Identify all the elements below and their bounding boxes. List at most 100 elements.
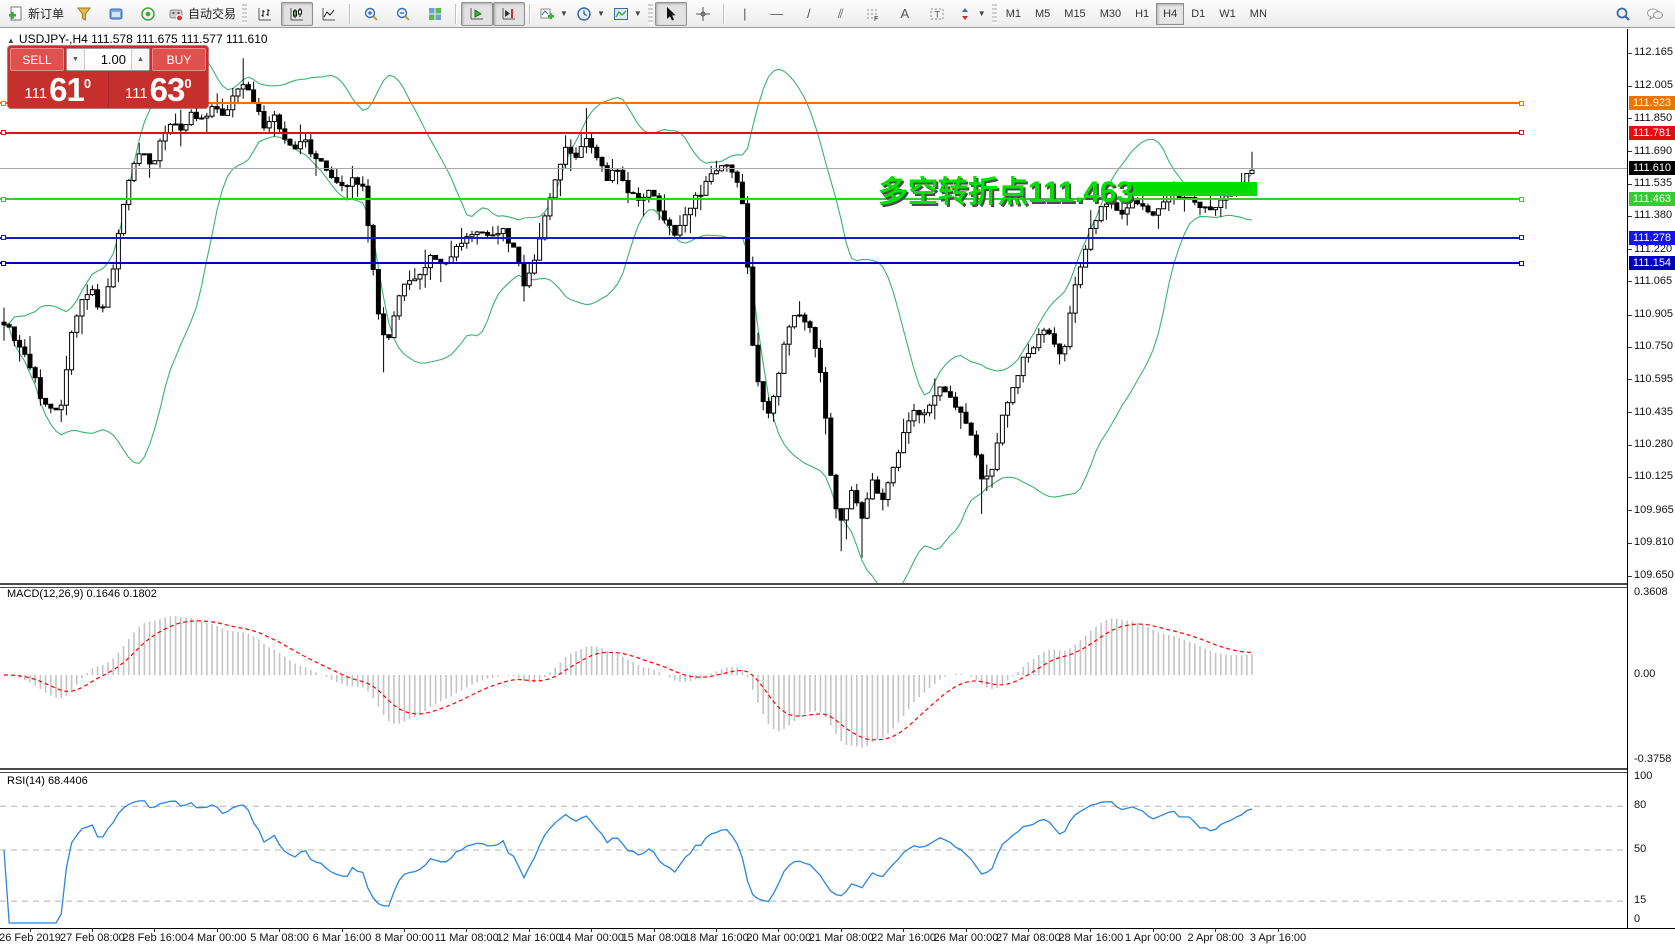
timeframe-button-d1[interactable]: D1: [1191, 7, 1206, 20]
text-label-button[interactable]: T: [921, 2, 953, 26]
chat-button[interactable]: [1639, 2, 1671, 26]
chart-shift-button[interactable]: [493, 1, 526, 26]
line-handle[interactable]: [1, 100, 6, 106]
support-zone-rectangle[interactable]: [1128, 182, 1257, 196]
crosshair-button[interactable]: [687, 2, 719, 26]
timeframe-button-w1[interactable]: W1: [1219, 7, 1236, 20]
tile-windows-button[interactable]: [419, 2, 451, 26]
sell-button[interactable]: SELL: [10, 48, 64, 71]
timeframe-button-h1[interactable]: H1: [1135, 7, 1150, 20]
price-tickmark: [1628, 216, 1632, 217]
arrows-button[interactable]: ▼: [953, 2, 990, 26]
periods-button[interactable]: ▼: [572, 2, 609, 26]
timeframe-button-h4[interactable]: H4: [1156, 2, 1185, 25]
buy-price-prefix: 111: [124, 85, 148, 102]
line-handle[interactable]: [1, 235, 6, 241]
volume-value[interactable]: 1.00: [84, 49, 132, 70]
price-tick-label: 109.650: [1634, 569, 1674, 582]
trendline-button[interactable]: /: [793, 2, 825, 26]
time-tickmark: [716, 928, 717, 932]
line-handle[interactable]: [1, 130, 6, 136]
line-handle[interactable]: [1519, 130, 1524, 136]
time-tickmark: [654, 928, 655, 932]
text-button[interactable]: A: [889, 2, 921, 26]
dropdown-caret: ▼: [633, 9, 642, 18]
volume-up-button[interactable]: ▲: [132, 49, 149, 70]
horizontal-level-line[interactable]: [0, 262, 1519, 265]
time-tick-label: 5 Mar 08:00: [250, 932, 309, 944]
volume-down-button[interactable]: ▼: [67, 49, 84, 70]
price-tick-label: 112.165: [1634, 46, 1673, 58]
sell-price[interactable]: 111 61 0: [8, 71, 109, 108]
horizontal-level-line[interactable]: [0, 131, 1519, 134]
search-button[interactable]: [1607, 2, 1639, 26]
templates-button[interactable]: ▼: [609, 2, 646, 26]
bar-chart-button[interactable]: [249, 2, 281, 26]
horizontal-level-line[interactable]: [0, 102, 1519, 105]
toolbar: 新订单 自动交易 ▼ ▼: [0, 0, 1675, 28]
profiles-button[interactable]: [68, 2, 100, 26]
cursor-button[interactable]: [654, 1, 687, 26]
line-handle[interactable]: [1519, 235, 1524, 241]
auto-scroll-button[interactable]: [461, 1, 494, 26]
market-watch-button[interactable]: [100, 2, 132, 26]
price-tick-label: 110.280: [1634, 438, 1673, 451]
chat-icon: [1647, 8, 1663, 20]
line-handle[interactable]: [1, 196, 6, 202]
channel-button[interactable]: ⫽: [825, 2, 857, 26]
arrows-icon: [961, 7, 968, 20]
fibonacci-button[interactable]: F: [857, 2, 889, 26]
collapse-arrow-icon[interactable]: ▲: [7, 36, 15, 45]
time-tickmark: [529, 928, 530, 932]
trendline-icon: /: [806, 6, 811, 21]
line-chart-button[interactable]: [313, 2, 345, 26]
svg-text:F: F: [874, 16, 878, 22]
timeframe-button-m1[interactable]: M1: [1005, 7, 1021, 20]
macd-tick-label: -0.3758: [1634, 753, 1672, 766]
buy-price[interactable]: 111 63 0: [109, 71, 209, 108]
horizontal-level-line[interactable]: [0, 236, 1519, 239]
auto-trading-button[interactable]: 自动交易: [164, 2, 240, 26]
new-order-button[interactable]: 新订单: [4, 2, 68, 26]
signal-icon: [141, 6, 155, 21]
candlestick-chart-button[interactable]: [281, 1, 314, 26]
price-tick-label: 110.595: [1634, 372, 1673, 385]
price-tick-label: 109.810: [1634, 536, 1674, 548]
clock-icon: [577, 6, 591, 21]
buy-button[interactable]: BUY: [152, 48, 206, 71]
signals-button[interactable]: [132, 2, 164, 26]
line-handle[interactable]: [1519, 100, 1524, 106]
auto-trading-icon: [169, 9, 184, 21]
time-tick-label: 4 Mar 00:00: [187, 932, 247, 944]
timeframe-button-m5[interactable]: M5: [1035, 7, 1051, 20]
indicators-button[interactable]: ▼: [535, 2, 572, 26]
time-tickmark: [1028, 928, 1029, 932]
time-tickmark: [591, 928, 592, 932]
line-handle[interactable]: [1, 260, 6, 266]
panel-splitter-rsi[interactable]: [0, 768, 1628, 773]
time-tick-label: 12 Mar 16:00: [496, 932, 562, 944]
timeframe-button-m30[interactable]: M30: [1099, 7, 1122, 20]
time-tick-label: 22 Mar 16:00: [871, 932, 937, 944]
line-handle[interactable]: [1519, 260, 1524, 266]
line-handle[interactable]: [1519, 196, 1524, 202]
cursor-icon: [666, 6, 676, 20]
dropdown-caret: ▼: [596, 9, 605, 18]
price-tick-label: 111.380: [1634, 209, 1673, 222]
price-level-label: 111.278: [1629, 230, 1675, 245]
zoom-in-button[interactable]: [355, 2, 387, 26]
pivot-annotation-text[interactable]: 多空转折点111.463: [878, 176, 1134, 209]
timeframe-button-m15[interactable]: M15: [1064, 7, 1086, 20]
time-tickmark: [404, 928, 405, 932]
chart-surface[interactable]: [0, 28, 1675, 949]
timeframe-button-mn[interactable]: MN: [1249, 7, 1267, 20]
price-tick-label: 111.220: [1634, 242, 1673, 255]
time-tick-label: 14 Mar 00:00: [559, 932, 625, 944]
price-tickmark: [1628, 281, 1632, 282]
panel-splitter-macd[interactable]: [0, 583, 1628, 588]
horizontal-level-line[interactable]: [0, 198, 1519, 201]
vertical-line-button[interactable]: |: [729, 2, 761, 26]
horizontal-line-button[interactable]: —: [761, 2, 793, 26]
zoom-out-button[interactable]: [387, 2, 419, 26]
rsi-tick-label: 100: [1634, 770, 1653, 782]
